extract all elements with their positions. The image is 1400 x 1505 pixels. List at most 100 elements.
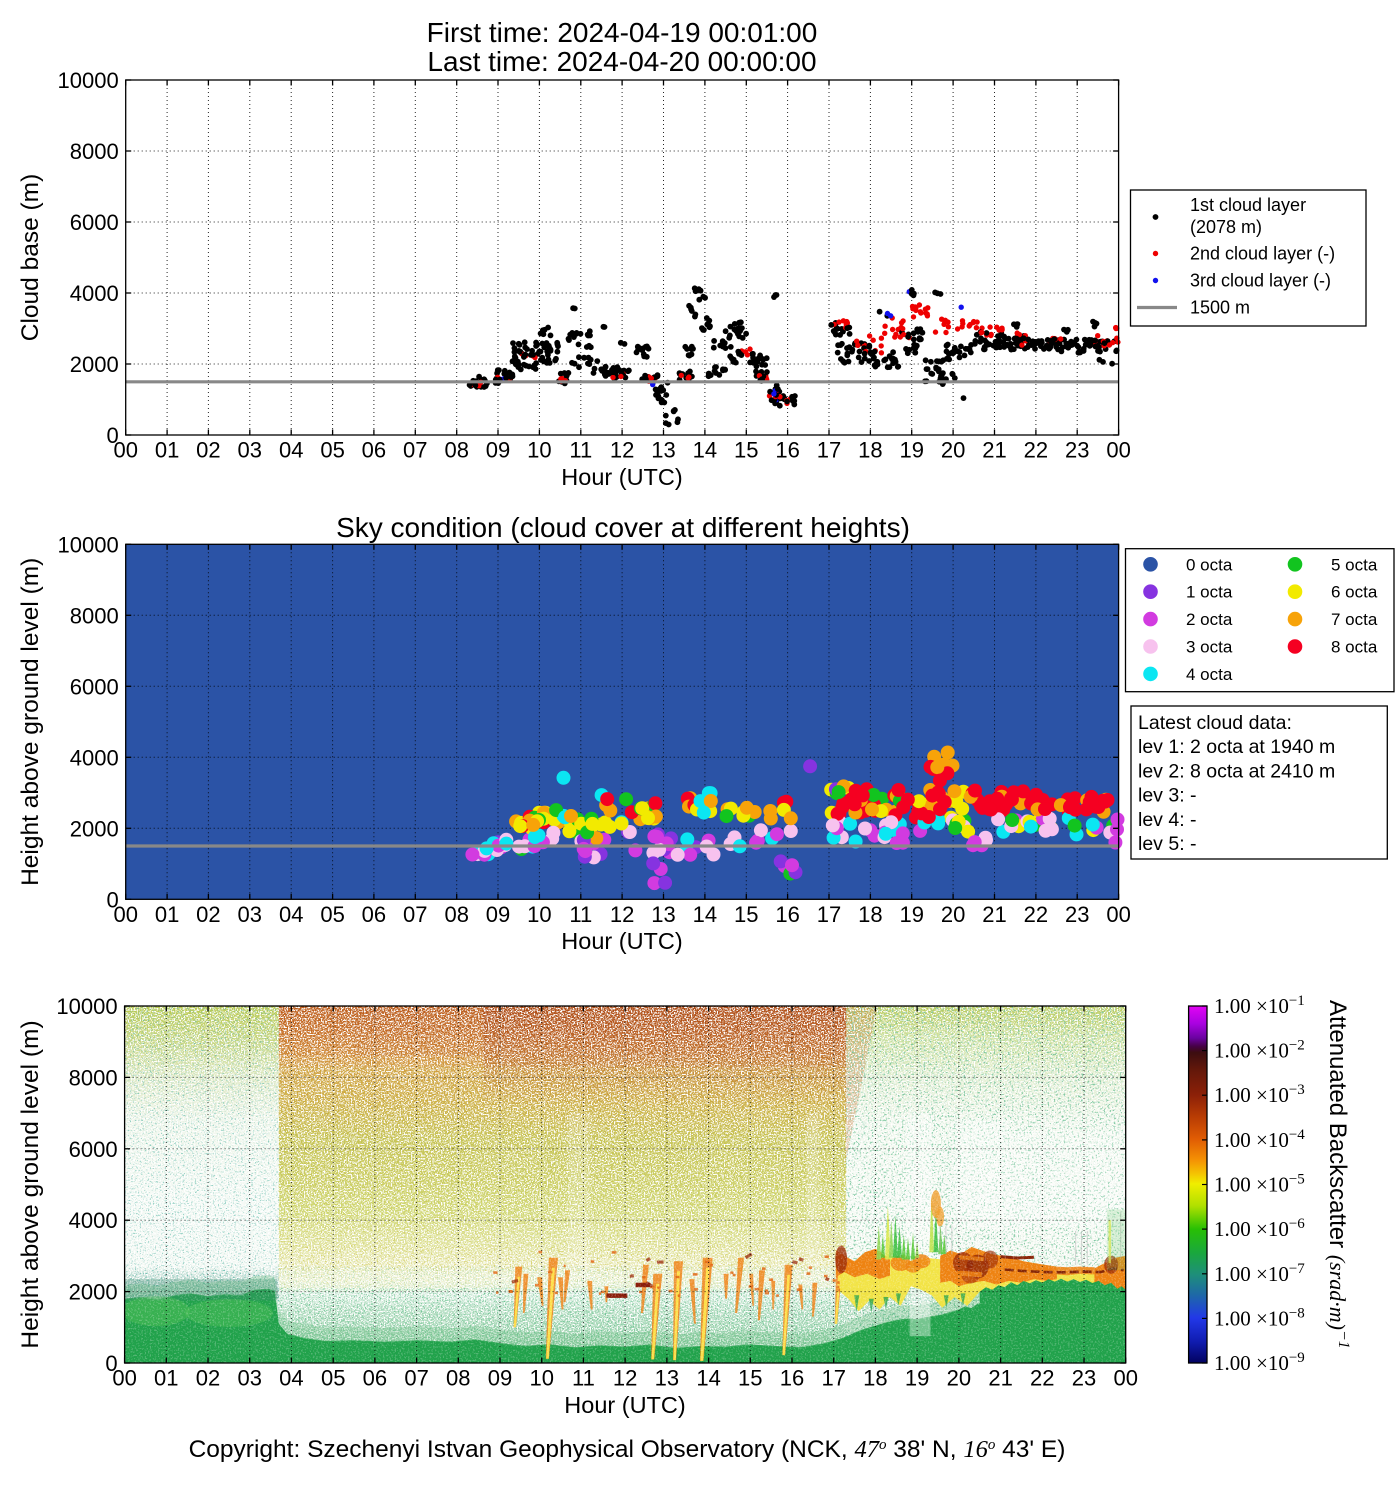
svg-text:6000: 6000	[70, 210, 119, 235]
svg-text:03: 03	[238, 902, 262, 927]
svg-text:00: 00	[113, 438, 137, 463]
svg-text:1.00 ×10−9: 1.00 ×10−9	[1214, 1350, 1305, 1375]
svg-text:Hour (UTC): Hour (UTC)	[561, 928, 682, 954]
svg-text:18: 18	[858, 902, 882, 927]
svg-text:lev 2: 8 octa at 2410 m: lev 2: 8 octa at 2410 m	[1138, 760, 1335, 782]
svg-text:00: 00	[1106, 438, 1130, 463]
svg-text:2000: 2000	[70, 352, 119, 377]
svg-text:02: 02	[196, 902, 220, 927]
svg-text:18: 18	[863, 1366, 887, 1391]
svg-text:05: 05	[320, 902, 344, 927]
svg-text:lev 1: 2 octa at 1940 m: lev 1: 2 octa at 1940 m	[1138, 736, 1335, 758]
svg-text:First time: 2024-04-19 00:01:0: First time: 2024-04-19 00:01:00	[427, 17, 818, 48]
svg-text:23: 23	[1065, 438, 1089, 463]
svg-text:04: 04	[279, 1366, 303, 1391]
svg-text:1.00 ×10−4: 1.00 ×10−4	[1214, 1127, 1305, 1152]
svg-text:1.00 ×10−2: 1.00 ×10−2	[1214, 1038, 1305, 1063]
svg-text:08: 08	[444, 438, 468, 463]
svg-text:23: 23	[1065, 902, 1089, 927]
svg-text:4000: 4000	[70, 745, 119, 770]
svg-text:4 octa: 4 octa	[1186, 665, 1233, 684]
svg-text:1 octa: 1 octa	[1186, 583, 1233, 602]
svg-text:03: 03	[238, 438, 262, 463]
svg-text:02: 02	[196, 438, 220, 463]
svg-text:Cloud base (m): Cloud base (m)	[17, 174, 44, 341]
svg-text:5 octa: 5 octa	[1331, 555, 1378, 574]
svg-text:06: 06	[363, 1366, 387, 1391]
svg-text:20: 20	[941, 902, 965, 927]
svg-text:Attenuated Backscatter (srad·m: Attenuated Backscatter (srad·m)−1	[1324, 1000, 1352, 1349]
svg-text:00: 00	[113, 902, 137, 927]
svg-text:08: 08	[446, 1366, 470, 1391]
svg-text:1st cloud layer: 1st cloud layer	[1190, 195, 1306, 215]
svg-text:6 octa: 6 octa	[1331, 583, 1378, 602]
svg-text:13: 13	[655, 1366, 679, 1391]
svg-text:09: 09	[488, 1366, 512, 1391]
svg-text:07: 07	[403, 902, 427, 927]
svg-text:Sky condition (cloud cover at: Sky condition (cloud cover at different …	[336, 512, 910, 543]
svg-text:01: 01	[155, 438, 179, 463]
svg-text:(2078 m): (2078 m)	[1190, 217, 1262, 237]
svg-text:10000: 10000	[56, 994, 117, 1019]
svg-text:0 octa: 0 octa	[1186, 555, 1233, 574]
svg-text:06: 06	[362, 902, 386, 927]
svg-text:1.00 ×10−7: 1.00 ×10−7	[1214, 1261, 1305, 1286]
svg-text:2000: 2000	[69, 1280, 118, 1305]
svg-text:10: 10	[527, 438, 551, 463]
svg-text:14: 14	[693, 438, 717, 463]
svg-text:1500 m: 1500 m	[1190, 298, 1250, 318]
svg-text:12: 12	[610, 438, 634, 463]
svg-text:06: 06	[362, 438, 386, 463]
svg-text:15: 15	[738, 1366, 762, 1391]
svg-text:7 octa: 7 octa	[1331, 610, 1378, 629]
svg-text:lev 4: -: lev 4: -	[1138, 809, 1197, 831]
svg-text:16: 16	[775, 902, 799, 927]
svg-text:10: 10	[529, 1366, 553, 1391]
svg-text:01: 01	[155, 902, 179, 927]
svg-text:lev 5: -: lev 5: -	[1138, 833, 1197, 855]
svg-text:00: 00	[1113, 1366, 1137, 1391]
svg-text:13: 13	[651, 902, 675, 927]
svg-text:1.00 ×10−8: 1.00 ×10−8	[1214, 1305, 1305, 1330]
svg-text:Last time: 2024-04-20 00:00:00: Last time: 2024-04-20 00:00:00	[427, 46, 816, 77]
svg-text:Copyright: Szechenyi Istvan Ge: Copyright: Szechenyi Istvan Geophysical …	[189, 1436, 1066, 1463]
svg-text:14: 14	[693, 902, 717, 927]
svg-text:14: 14	[696, 1366, 720, 1391]
svg-text:04: 04	[279, 902, 303, 927]
svg-text:10: 10	[527, 902, 551, 927]
svg-text:11: 11	[572, 1366, 595, 1391]
svg-text:Hour (UTC): Hour (UTC)	[561, 464, 682, 490]
svg-text:17: 17	[817, 438, 841, 463]
svg-text:21: 21	[982, 438, 1006, 463]
svg-text:07: 07	[404, 1366, 428, 1391]
svg-text:17: 17	[821, 1366, 845, 1391]
svg-text:09: 09	[486, 438, 510, 463]
svg-text:22: 22	[1030, 1366, 1054, 1391]
svg-text:8000: 8000	[70, 603, 119, 628]
svg-text:0: 0	[105, 1351, 117, 1376]
svg-text:1.00 ×10−3: 1.00 ×10−3	[1214, 1082, 1305, 1107]
svg-text:11: 11	[569, 438, 592, 463]
svg-text:07: 07	[403, 438, 427, 463]
svg-text:20: 20	[947, 1366, 971, 1391]
svg-text:1.00 ×10−6: 1.00 ×10−6	[1214, 1216, 1305, 1241]
svg-text:22: 22	[1024, 438, 1048, 463]
svg-text:3rd cloud layer (-): 3rd cloud layer (-)	[1190, 271, 1331, 291]
svg-text:02: 02	[196, 1366, 220, 1391]
svg-text:0: 0	[106, 423, 118, 448]
svg-text:8000: 8000	[70, 139, 119, 164]
svg-text:00: 00	[112, 1366, 136, 1391]
svg-text:18: 18	[858, 438, 882, 463]
svg-text:00: 00	[1106, 902, 1130, 927]
svg-text:3 octa: 3 octa	[1186, 638, 1233, 657]
svg-text:05: 05	[321, 1366, 345, 1391]
svg-text:Hour (UTC): Hour (UTC)	[564, 1392, 685, 1418]
svg-text:03: 03	[237, 1366, 261, 1391]
svg-text:19: 19	[899, 902, 923, 927]
svg-text:8000: 8000	[69, 1065, 118, 1090]
svg-text:10000: 10000	[58, 532, 119, 557]
svg-text:23: 23	[1072, 1366, 1096, 1391]
svg-text:16: 16	[775, 438, 799, 463]
svg-text:1.00 ×10−1: 1.00 ×10−1	[1214, 993, 1305, 1018]
svg-text:05: 05	[320, 438, 344, 463]
